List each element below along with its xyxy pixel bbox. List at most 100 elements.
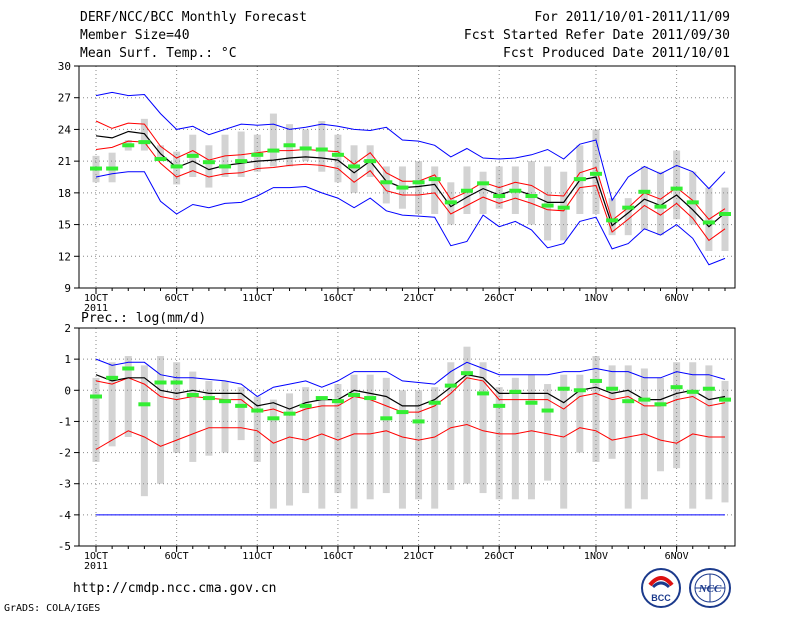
prec-series-max (95, 358, 726, 398)
prec-box-day-12 (286, 393, 294, 506)
temp-observed-day-9 (235, 159, 248, 164)
prec-observed-day-20 (412, 419, 425, 424)
prec-box-day-19 (398, 390, 406, 509)
prec-box-day-25 (495, 387, 503, 500)
variable-label: Mean Surf. Temp.: °C (80, 46, 237, 61)
prec-box-day-38 (705, 365, 713, 500)
prec-observed-day-7 (202, 396, 215, 401)
temp-box-day-34 (640, 166, 648, 230)
prec-box-day-17 (366, 374, 374, 500)
prec-observed-day-21 (428, 400, 441, 405)
temp-box-day-21 (431, 166, 439, 214)
prec-plot-frame (78, 327, 736, 547)
prec-ytick-label--1: -1 (58, 415, 71, 428)
temp-observed-day-31 (589, 171, 602, 176)
prec-box-day-39 (721, 380, 729, 503)
temp-observed-day-17 (364, 159, 377, 164)
temp-xtick-label-0: 1OCT (84, 293, 108, 304)
temp-xtick-sublabel-0: 2011 (84, 303, 108, 314)
temp-observed-day-6 (186, 153, 199, 158)
temp-box-day-3 (140, 118, 148, 151)
temp-series-min (95, 171, 726, 266)
temp-observed-day-27 (525, 194, 538, 199)
prec-box-day-3 (140, 365, 148, 497)
prec-xtick-label-0: 1OCT (84, 551, 108, 562)
prec-panel-title: Prec.: log(mm/d) (81, 311, 206, 326)
temp-series-max (95, 91, 726, 202)
prec-box-day-37 (689, 362, 697, 509)
prec-observed-day-4 (154, 380, 167, 385)
temp-observed-day-36 (670, 186, 683, 191)
prec-observed-day-9 (235, 403, 248, 408)
prec-box-day-9 (237, 387, 245, 441)
prec-box-day-28 (544, 384, 552, 481)
temp-box-day-9 (237, 131, 245, 177)
ncc-logo-text: NCC (698, 583, 722, 595)
prec-ytick-label--2: -2 (58, 447, 71, 460)
temp-xtick-label-15: 16OCT (323, 293, 353, 304)
temp-box-day-13 (302, 129, 310, 162)
source-url[interactable]: http://cmdp.ncc.cma.gov.cn (73, 581, 277, 596)
bcc-logo: BCC (641, 568, 681, 608)
prec-observed-day-17 (364, 396, 377, 401)
prec-observed-day-2 (122, 366, 135, 371)
temp-observed-day-23 (460, 188, 473, 193)
fcst-started-date: Fcst Started Refer Date 2011/09/30 (463, 28, 730, 43)
prec-box-day-18 (382, 377, 390, 494)
temp-observed-day-32 (606, 218, 619, 223)
prec-ytick-label--3: -3 (58, 478, 71, 491)
temp-observed-day-25 (493, 194, 506, 199)
grads-credit: GrADS: COLA/IGES (4, 603, 101, 614)
prec-observed-day-14 (315, 396, 328, 401)
temp-observed-day-11 (267, 148, 280, 153)
prec-observed-day-24 (477, 391, 490, 396)
temp-xtick-label-10: 11OCT (242, 293, 272, 304)
prec-observed-day-16 (348, 392, 361, 397)
prec-observed-day-0 (90, 394, 102, 399)
temp-ytick-label-27: 27 (58, 92, 71, 105)
prec-box-day-21 (431, 387, 439, 509)
prec-observed-day-33 (622, 399, 635, 404)
temp-observed-day-2 (122, 143, 135, 148)
prec-observed-day-27 (525, 400, 538, 405)
prec-ytick-label-1: 1 (64, 353, 71, 366)
temp-box-day-16 (350, 145, 358, 193)
prec-box-day-8 (221, 380, 229, 453)
prec-box-day-36 (673, 362, 681, 469)
temp-observed-day-22 (444, 200, 457, 205)
temp-box-day-36 (673, 150, 681, 220)
prec-observed-day-15 (331, 399, 344, 404)
prec-observed-day-23 (460, 371, 473, 376)
temp-xtick-label-31: 1NOV (584, 293, 608, 304)
temp-observed-day-30 (573, 177, 586, 182)
temp-observed-day-33 (622, 205, 635, 210)
temp-observed-day-24 (477, 181, 490, 186)
temp-observed-day-15 (331, 152, 344, 157)
prec-box-day-5 (173, 362, 181, 453)
prec-box-day-4 (157, 356, 165, 484)
prec-box-day-1 (108, 362, 116, 447)
prec-observed-day-39 (719, 397, 731, 402)
temp-box-day-33 (624, 198, 632, 236)
temp-observed-day-3 (138, 140, 151, 145)
ncc-logo: NCC (689, 568, 731, 608)
prec-box-day-14 (318, 396, 326, 509)
temp-series-mean (95, 130, 726, 228)
prec-box-day-16 (350, 374, 358, 509)
temp-observed-day-19 (396, 185, 409, 190)
prec-ytick-label--5: -5 (58, 540, 71, 553)
fcst-produced-date: Fcst Produced Date 2011/10/01 (503, 46, 730, 61)
prec-observed-day-22 (444, 383, 457, 388)
temp-observed-day-7 (202, 160, 215, 165)
temp-xtick-label-25: 26OCT (484, 293, 514, 304)
prec-observed-day-36 (670, 385, 683, 390)
temp-box-day-39 (721, 187, 729, 251)
temp-ytick-label-12: 12 (58, 250, 71, 263)
temp-ytick-label-18: 18 (58, 187, 71, 200)
temp-series-lower (95, 140, 726, 242)
temp-observed-day-5 (170, 164, 183, 169)
prec-observed-day-28 (541, 408, 554, 413)
temp-box-day-35 (656, 171, 664, 236)
temp-observed-day-34 (638, 189, 651, 194)
